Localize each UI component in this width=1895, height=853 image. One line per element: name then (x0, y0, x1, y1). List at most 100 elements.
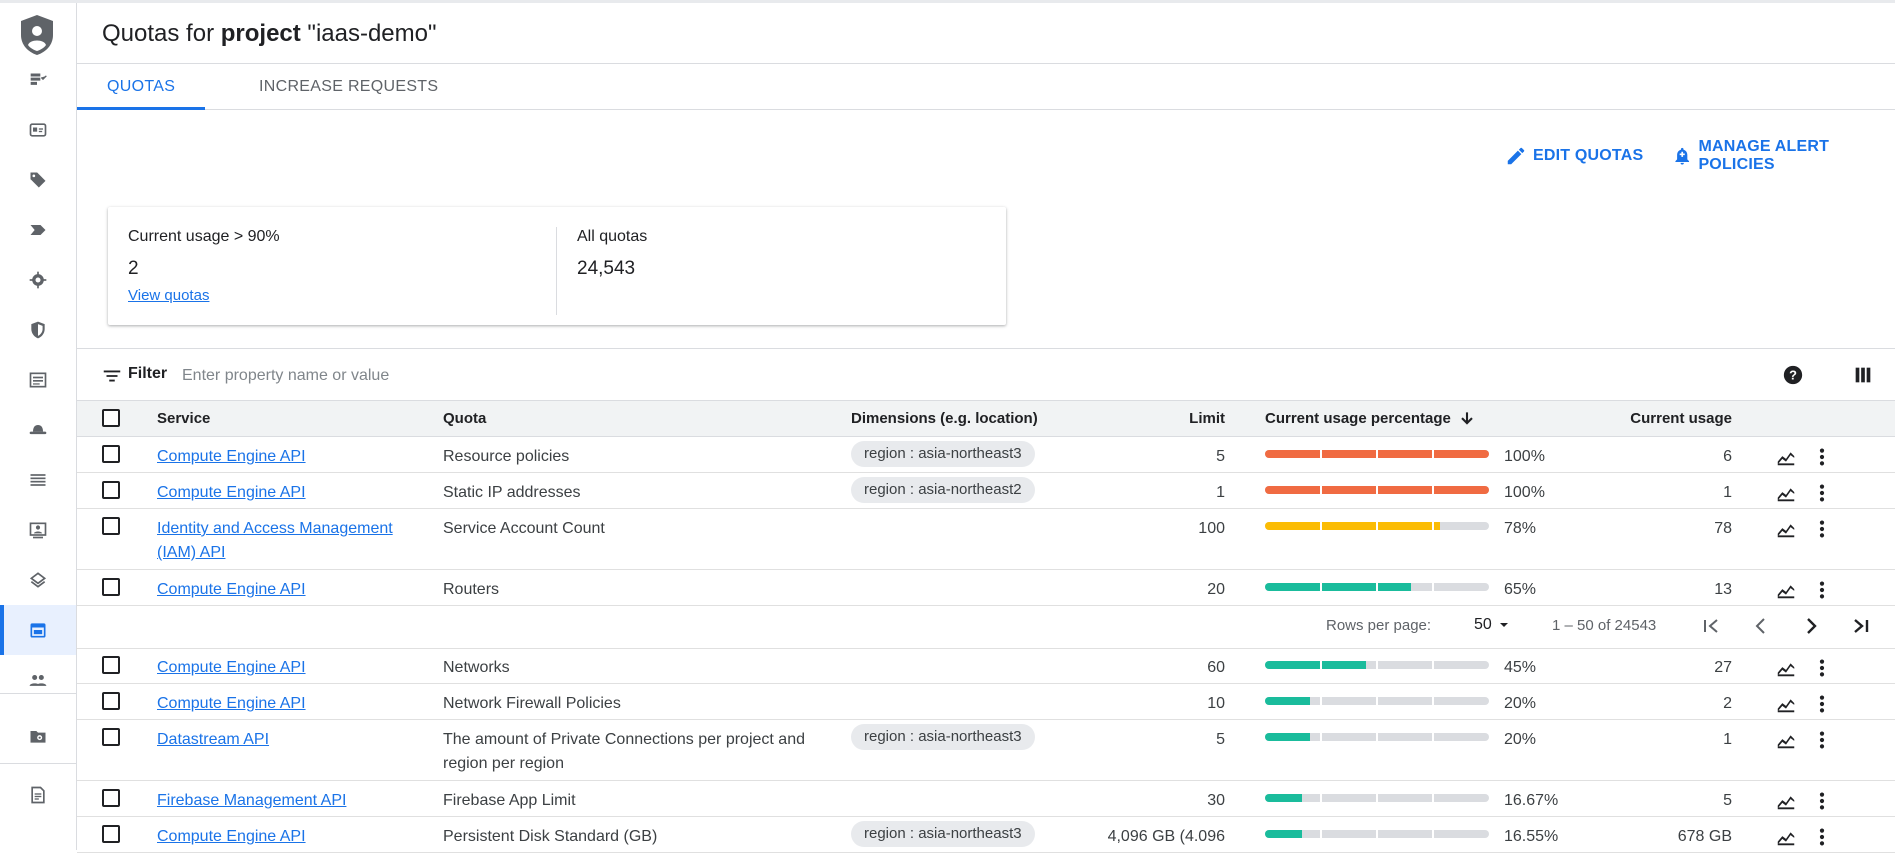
row-checkbox[interactable] (102, 728, 120, 746)
service-link[interactable]: Compute Engine API (157, 659, 306, 676)
col-quota[interactable]: Quota (443, 410, 487, 427)
rail-item-person-frame[interactable] (0, 505, 76, 555)
last-page-icon[interactable] (1849, 614, 1873, 638)
more-vert-icon[interactable] (1811, 790, 1833, 812)
more-vert-icon[interactable] (1811, 579, 1833, 601)
row-checkbox[interactable] (102, 789, 120, 807)
col-service[interactable]: Service (157, 410, 211, 427)
service-cell: Datastream API (157, 728, 427, 752)
more-vert-icon[interactable] (1811, 826, 1833, 848)
usage-bar-tick (1432, 733, 1434, 741)
gear-icon (29, 271, 47, 289)
usage-percent: 100% (1504, 484, 1545, 501)
rail-item-document-edit[interactable] (0, 770, 76, 820)
service-link[interactable]: Compute Engine API (157, 448, 306, 465)
rail-item-tag[interactable] (0, 155, 76, 205)
service-link-line2[interactable]: (IAM) API (157, 544, 226, 561)
rail-item-label[interactable] (0, 205, 76, 255)
usage-bar-tick (1320, 486, 1322, 494)
more-vert-icon[interactable] (1811, 482, 1833, 504)
service-link[interactable]: Datastream API (157, 731, 270, 748)
usage-bar-tick (1320, 450, 1322, 458)
edit-quotas-button[interactable]: EDIT QUOTAS (1505, 144, 1643, 168)
rail-item-hat[interactable] (0, 405, 76, 455)
more-vert-icon[interactable] (1811, 729, 1833, 751)
rail-item-people[interactable] (0, 655, 76, 705)
usage-percent: 16.55% (1504, 828, 1559, 845)
filter-icon[interactable] (101, 365, 123, 387)
usage-chart-icon[interactable] (1775, 518, 1797, 540)
usage-chart-icon[interactable] (1775, 729, 1797, 751)
row-checkbox[interactable] (102, 445, 120, 463)
title-bold: project (220, 20, 301, 47)
col-current-usage[interactable]: Current usage (1630, 410, 1732, 427)
usage-chart-icon[interactable] (1775, 579, 1797, 601)
col-dimensions[interactable]: Dimensions (e.g. location) (851, 410, 1038, 427)
limit-value: 4,096 GB (4.096 (1107, 828, 1225, 845)
row-checkbox[interactable] (102, 578, 120, 596)
edit-quotas-label: EDIT QUOTAS (1533, 147, 1644, 164)
rail-item-security-shield[interactable] (0, 305, 76, 355)
col-usage-percentage[interactable]: Current usage percentage (1265, 401, 1473, 436)
service-link[interactable]: Compute Engine API (157, 828, 306, 845)
rows-per-page-label: Rows per page: (1326, 617, 1432, 634)
usage-bar-tick (1376, 733, 1378, 741)
tab-quotas[interactable]: QUOTAS (77, 64, 206, 110)
first-page-icon[interactable] (1699, 614, 1723, 638)
usage-bar (1265, 583, 1489, 591)
row-checkbox[interactable] (102, 692, 120, 710)
usage-bar-tick (1320, 697, 1322, 705)
tab-bar: QUOTAS INCREASE REQUESTS (77, 64, 1895, 110)
rows-per-page-select[interactable]: 50 (1474, 616, 1512, 634)
service-link[interactable]: Compute Engine API (157, 581, 306, 598)
diamond-layers-icon (29, 572, 47, 588)
usage-bar-tick (1376, 522, 1378, 530)
usage-bar (1265, 486, 1489, 494)
rail-item-quota-calendar[interactable] (0, 605, 76, 655)
service-link[interactable]: Identity and Access Management (157, 520, 393, 537)
rail-item-folder-gear[interactable] (0, 710, 76, 762)
more-vert-icon[interactable] (1811, 518, 1833, 540)
next-page-icon[interactable] (1799, 614, 1823, 638)
usage-chart-icon[interactable] (1775, 446, 1797, 468)
usage-percent: 20% (1504, 731, 1537, 748)
rail-item-list-frame[interactable] (0, 355, 76, 405)
page-header: Quotas for project "iaas-demo" (77, 3, 1895, 64)
limit-value: 60 (1207, 659, 1225, 676)
shield-person-icon[interactable] (18, 13, 56, 57)
more-vert-icon[interactable] (1811, 693, 1833, 715)
service-link[interactable]: Firebase Management API (157, 792, 347, 809)
limit-value: 30 (1207, 792, 1225, 809)
limit-value: 1 (1216, 484, 1225, 501)
help-icon[interactable]: ? (1782, 364, 1804, 386)
service-link[interactable]: Compute Engine API (157, 484, 306, 501)
rail-item-lines[interactable] (0, 455, 76, 505)
row-checkbox[interactable] (102, 481, 120, 499)
manage-alert-policies-button[interactable]: MANAGE ALERT POLICIES (1672, 138, 1895, 173)
usage-chart-icon[interactable] (1775, 693, 1797, 715)
pagination-range: 1 – 50 of 24543 (1552, 617, 1657, 634)
filter-input[interactable] (180, 360, 1684, 392)
previous-page-icon[interactable] (1749, 614, 1773, 638)
column-display-icon[interactable] (1852, 364, 1874, 386)
row-checkbox[interactable] (102, 656, 120, 674)
row-checkbox[interactable] (102, 517, 120, 535)
select-all-checkbox[interactable] (102, 409, 120, 427)
rail-item-id-card[interactable] (0, 105, 76, 155)
service-link[interactable]: Compute Engine API (157, 695, 306, 712)
view-quotas-link[interactable]: View quotas (128, 287, 210, 304)
row-checkbox[interactable] (102, 825, 120, 843)
top-border (0, 0, 1895, 3)
more-vert-icon[interactable] (1811, 657, 1833, 679)
tab-increase-requests[interactable]: INCREASE REQUESTS (259, 78, 439, 95)
rail-item-gear[interactable] (0, 255, 76, 305)
more-vert-icon[interactable] (1811, 446, 1833, 468)
usage-chart-icon[interactable] (1775, 482, 1797, 504)
usage-chart-icon[interactable] (1775, 790, 1797, 812)
title-project-name: "iaas-demo" (307, 20, 437, 47)
rail-item-checklist[interactable] (0, 55, 76, 105)
rail-item-diamond-layers[interactable] (0, 555, 76, 605)
usage-chart-icon[interactable] (1775, 826, 1797, 848)
col-limit[interactable]: Limit (1189, 410, 1225, 427)
usage-chart-icon[interactable] (1775, 657, 1797, 679)
